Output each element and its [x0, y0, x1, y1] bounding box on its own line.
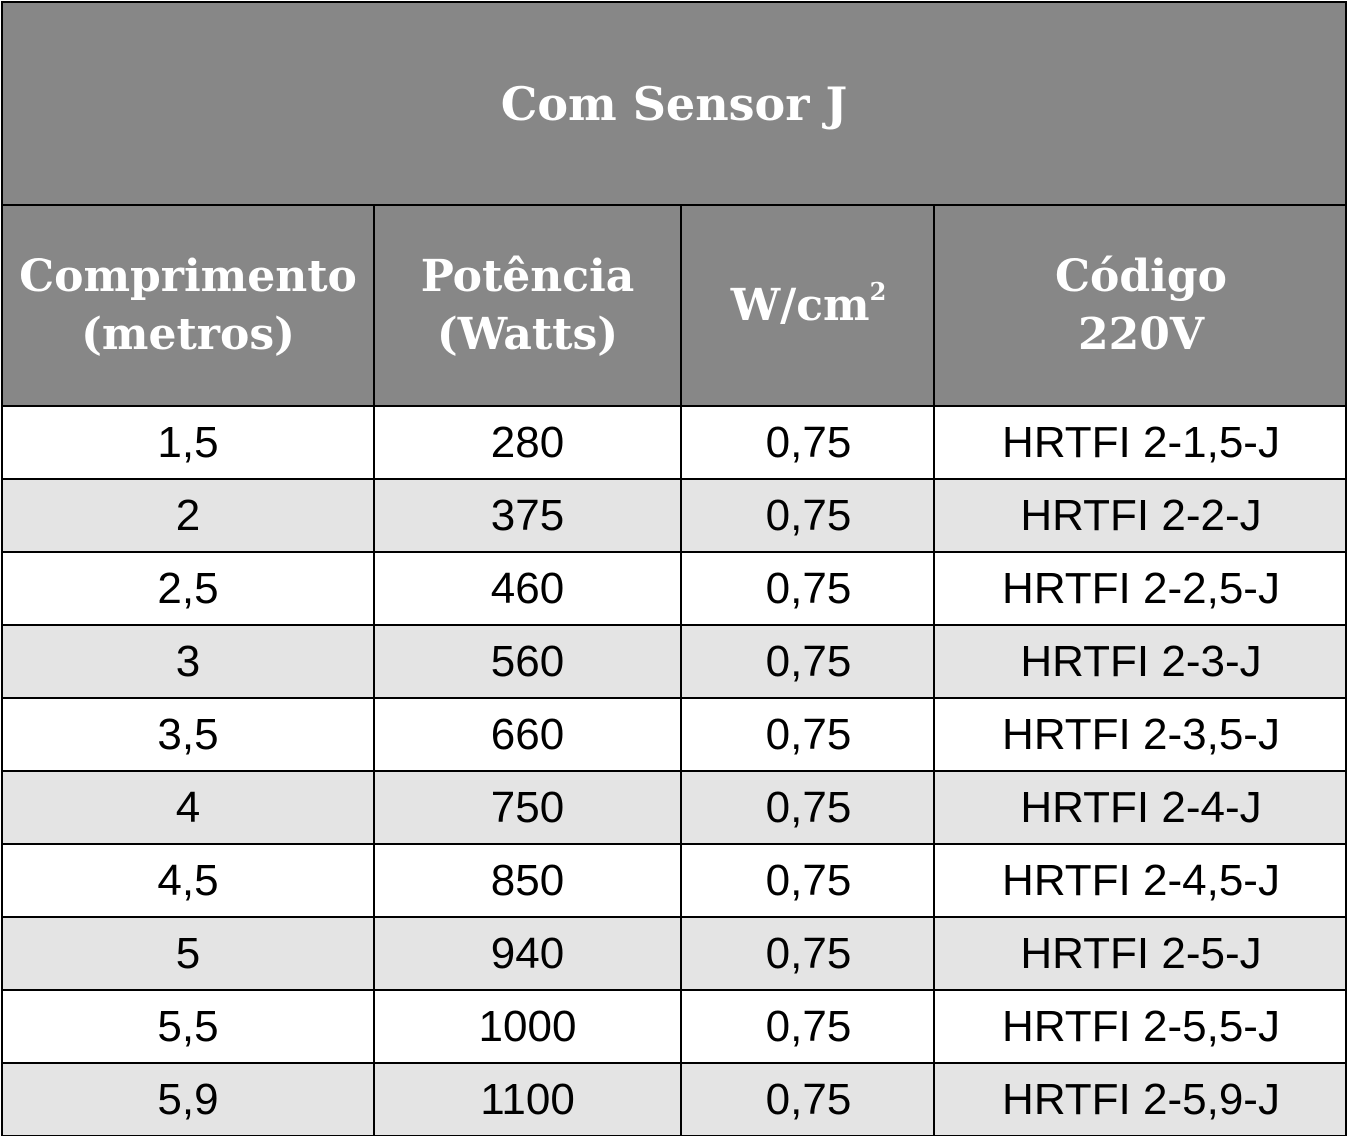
cell-potencia: 940: [490, 928, 565, 978]
cell-wcm2: 0,75: [765, 636, 852, 686]
table-row: 5,5 1000 0,75 HRTFI 2-5,5-J: [3, 991, 1345, 1064]
cell-codigo: HRTFI 2-5,5-J: [1002, 1001, 1280, 1051]
cell-wcm2: 0,75: [765, 709, 852, 759]
header-potencia-line1: Potência: [420, 250, 635, 302]
header-comprimento-line2: (metros): [81, 308, 295, 360]
cell-potencia: 560: [490, 636, 565, 686]
cell-wcm2: 0,75: [765, 928, 852, 978]
header-wcm2-label: W/cm2: [731, 277, 887, 335]
cell-potencia: 1100: [480, 1074, 575, 1124]
cell-potencia: 280: [490, 417, 565, 467]
cell-codigo: HRTFI 2-4,5-J: [1002, 855, 1280, 905]
table-row: 4 750 0,75 HRTFI 2-4-J: [3, 772, 1345, 845]
column-divider: [933, 206, 935, 1135]
cell-wcm2: 0,75: [765, 490, 852, 540]
cell-codigo: HRTFI 2-5-J: [1020, 928, 1262, 978]
header-potencia: Potência (Watts): [375, 206, 680, 405]
header-row: Comprimento (metros) Potência (Watts) W/…: [3, 206, 1345, 407]
cell-potencia: 1000: [478, 1001, 577, 1051]
cell-codigo: HRTFI 2-2-J: [1020, 490, 1262, 540]
cell-comprimento: 2: [175, 490, 201, 540]
cell-comprimento: 3: [175, 636, 201, 686]
cell-comprimento: 2,5: [157, 563, 219, 613]
cell-wcm2: 0,75: [765, 1001, 852, 1051]
table-row: 1,5 280 0,75 HRTFI 2-1,5-J: [3, 407, 1345, 480]
header-wcm2: W/cm2: [682, 206, 935, 405]
header-codigo-line1: Código: [1055, 250, 1227, 302]
cell-potencia: 375: [490, 490, 565, 540]
cell-wcm2: 0,75: [765, 1074, 852, 1124]
header-wcm2-superscript: 2: [869, 276, 887, 306]
cell-comprimento: 4: [175, 782, 201, 832]
column-divider: [373, 206, 375, 1135]
cell-comprimento: 5: [175, 928, 201, 978]
table-row: 5 940 0,75 HRTFI 2-5-J: [3, 918, 1345, 991]
table-title: Com Sensor J: [3, 3, 1345, 206]
cell-codigo: HRTFI 2-5,9-J: [1002, 1074, 1280, 1124]
table-row: 2 375 0,75 HRTFI 2-2-J: [3, 480, 1345, 553]
cell-comprimento: 4,5: [157, 855, 219, 905]
cell-codigo: HRTFI 2-4-J: [1020, 782, 1262, 832]
header-comprimento: Comprimento (metros): [3, 206, 373, 405]
cell-comprimento: 5,9: [157, 1074, 219, 1124]
cell-potencia: 460: [490, 563, 565, 613]
cell-wcm2: 0,75: [765, 782, 852, 832]
cell-wcm2: 0,75: [765, 855, 852, 905]
cell-comprimento: 5,5: [157, 1001, 219, 1051]
cell-potencia: 850: [490, 855, 565, 905]
column-divider: [680, 206, 682, 1135]
header-codigo-line2: 220V: [1078, 308, 1204, 360]
cell-comprimento: 3,5: [157, 709, 219, 759]
cell-wcm2: 0,75: [765, 563, 852, 613]
header-comprimento-line1: Comprimento: [19, 250, 357, 302]
header-potencia-line2: (Watts): [436, 308, 619, 360]
cell-wcm2: 0,75: [765, 417, 852, 467]
header-codigo: Código 220V: [937, 206, 1345, 405]
cell-comprimento: 1,5: [157, 417, 219, 467]
cell-potencia: 750: [490, 782, 565, 832]
table-row: 3 560 0,75 HRTFI 2-3-J: [3, 626, 1345, 699]
table-row: 2,5 460 0,75 HRTFI 2-2,5-J: [3, 553, 1345, 626]
table-row: 5,9 1100 0,75 HRTFI 2-5,9-J: [3, 1064, 1345, 1135]
header-wcm2-text: W/cm: [730, 279, 870, 331]
cell-codigo: HRTFI 2-3,5-J: [1002, 709, 1280, 759]
cell-potencia: 660: [490, 709, 565, 759]
cell-codigo: HRTFI 2-3-J: [1020, 636, 1262, 686]
cell-codigo: HRTFI 2-1,5-J: [1002, 417, 1280, 467]
table-row: 3,5 660 0,75 HRTFI 2-3,5-J: [3, 699, 1345, 772]
table-row: 4,5 850 0,75 HRTFI 2-4,5-J: [3, 845, 1345, 918]
cell-codigo: HRTFI 2-2,5-J: [1002, 563, 1280, 613]
